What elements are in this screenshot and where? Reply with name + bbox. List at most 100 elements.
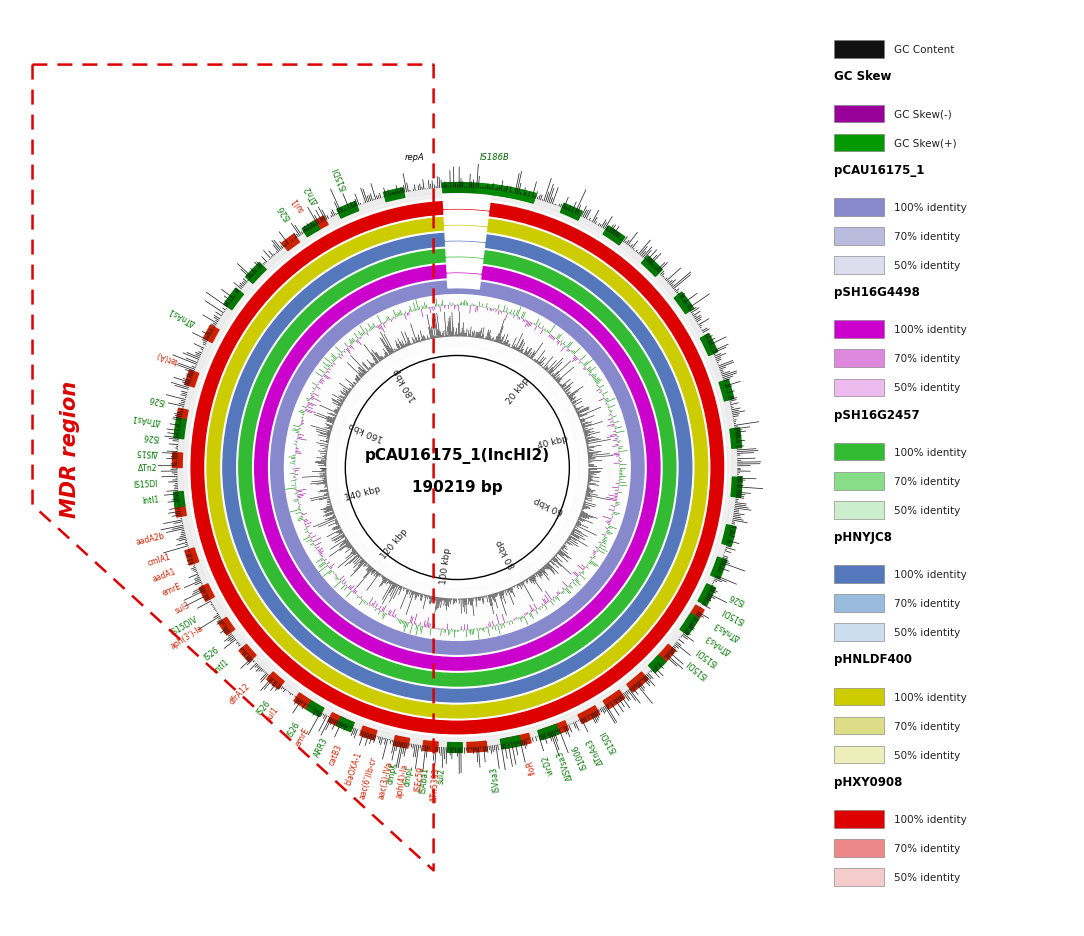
Text: ARR3: ARR3 <box>312 736 330 758</box>
Wedge shape <box>674 293 694 314</box>
Bar <box>835 623 885 641</box>
Wedge shape <box>185 548 198 565</box>
Text: emrE: emrE <box>294 725 311 747</box>
Wedge shape <box>560 204 582 221</box>
Text: ΔISVsa3: ΔISVsa3 <box>556 748 575 781</box>
Text: 100 kbp: 100 kbp <box>439 547 452 585</box>
Text: IS15DIV: IS15DIV <box>169 614 199 636</box>
Wedge shape <box>423 741 438 752</box>
Text: ISAba1: ISAba1 <box>418 766 430 793</box>
Wedge shape <box>302 222 320 238</box>
Text: aadA1: aadA1 <box>151 566 177 583</box>
Text: 100% identity: 100% identity <box>894 692 967 702</box>
Text: catB3: catB3 <box>327 742 345 766</box>
Wedge shape <box>175 418 186 439</box>
Wedge shape <box>393 736 410 748</box>
Text: IS186B: IS186B <box>480 153 509 162</box>
Text: floR: floR <box>526 758 538 774</box>
Wedge shape <box>642 256 662 277</box>
Wedge shape <box>656 645 675 665</box>
Text: ISEc59: ISEc59 <box>413 765 425 792</box>
Text: 70% identity: 70% identity <box>894 231 960 241</box>
Wedge shape <box>627 672 648 693</box>
Wedge shape <box>173 492 184 507</box>
Wedge shape <box>294 694 311 709</box>
Bar <box>835 688 885 706</box>
Text: 70% identity: 70% identity <box>894 843 960 853</box>
Text: sul1: sul1 <box>263 705 281 723</box>
Wedge shape <box>282 235 299 252</box>
Wedge shape <box>246 263 267 284</box>
Text: GC Skew(-): GC Skew(-) <box>894 110 952 119</box>
Wedge shape <box>311 217 328 232</box>
Text: IS15DI: IS15DI <box>695 645 720 666</box>
Text: ΔTnAs1: ΔTnAs1 <box>168 305 197 327</box>
Text: 50% identity: 50% identity <box>894 260 960 271</box>
Bar <box>835 746 885 764</box>
Wedge shape <box>603 691 624 709</box>
Text: 40 kbp: 40 kbp <box>537 434 569 451</box>
Text: 60 kbp: 60 kbp <box>532 495 565 515</box>
Text: 50% identity: 50% identity <box>894 627 960 637</box>
Text: IntI1: IntI1 <box>211 657 230 675</box>
Text: ΔTn2: ΔTn2 <box>138 463 157 473</box>
Wedge shape <box>680 614 699 636</box>
Text: 120 kbp: 120 kbp <box>378 526 410 561</box>
Text: IntI1: IntI1 <box>141 495 159 505</box>
Text: IS26: IS26 <box>147 392 166 405</box>
Wedge shape <box>505 734 531 748</box>
Wedge shape <box>177 409 189 420</box>
Wedge shape <box>491 185 535 204</box>
Bar <box>835 840 885 856</box>
Text: emrE: emrE <box>160 581 183 597</box>
Bar <box>835 227 885 245</box>
Text: IS1006: IS1006 <box>570 742 589 770</box>
Text: 50% identity: 50% identity <box>894 750 960 760</box>
Text: GC Skew(+): GC Skew(+) <box>894 139 957 148</box>
Text: 70% identity: 70% identity <box>894 598 960 608</box>
Text: aac(6')Ib-cr: aac(6')Ib-cr <box>358 755 379 799</box>
Text: virD2: virD2 <box>541 753 555 776</box>
Wedge shape <box>199 584 215 602</box>
Text: MDR region: MDR region <box>61 381 80 518</box>
Wedge shape <box>175 502 186 518</box>
Text: sul3: sul3 <box>173 600 192 615</box>
Text: aadA2b: aadA2b <box>136 531 166 547</box>
Wedge shape <box>267 672 284 689</box>
Bar <box>835 321 885 339</box>
Wedge shape <box>685 606 705 627</box>
Text: pSH16G4498: pSH16G4498 <box>835 285 920 299</box>
Text: 70% identity: 70% identity <box>894 721 960 731</box>
Wedge shape <box>719 380 734 402</box>
Text: ΔIS15: ΔIS15 <box>136 446 158 457</box>
Text: 100% identity: 100% identity <box>894 325 967 335</box>
Text: 100% identity: 100% identity <box>894 447 967 457</box>
Wedge shape <box>446 242 485 258</box>
Text: 100% identity: 100% identity <box>894 569 967 579</box>
Text: IS26: IS26 <box>727 591 746 606</box>
Text: pCAU16175_1: pCAU16175_1 <box>835 164 925 177</box>
Bar <box>835 594 885 612</box>
Wedge shape <box>603 227 624 245</box>
Text: 140 kbp: 140 kbp <box>344 485 380 503</box>
Wedge shape <box>722 525 736 547</box>
Text: pHXY0908: pHXY0908 <box>835 775 903 788</box>
Text: ΔTn5393: ΔTn5393 <box>429 767 441 801</box>
Wedge shape <box>328 713 346 728</box>
Wedge shape <box>240 645 256 662</box>
Text: 100% identity: 100% identity <box>894 814 967 824</box>
Text: aph(3')-Ia: aph(3')-Ia <box>169 623 205 651</box>
Wedge shape <box>444 227 487 242</box>
Wedge shape <box>307 701 324 717</box>
Text: GC Skew: GC Skew <box>835 70 892 83</box>
Text: ΔTn2: ΔTn2 <box>304 184 321 205</box>
Text: IS26: IS26 <box>286 720 302 739</box>
Text: ΔTnAs3: ΔTnAs3 <box>712 619 741 641</box>
Wedge shape <box>224 289 244 311</box>
Text: 80 kbp: 80 kbp <box>495 537 518 569</box>
Text: ΔTnAs3: ΔTnAs3 <box>704 632 733 655</box>
Text: 50% identity: 50% identity <box>894 872 960 882</box>
Wedge shape <box>218 618 234 636</box>
Wedge shape <box>443 195 491 211</box>
Text: GC Content: GC Content <box>894 45 954 55</box>
